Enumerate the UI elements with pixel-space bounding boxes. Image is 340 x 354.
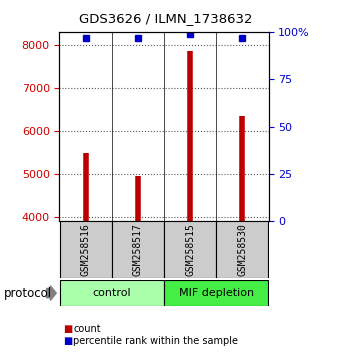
Bar	[59, 221, 112, 278]
Text: GDS3626 / ILMN_1738632: GDS3626 / ILMN_1738632	[79, 12, 252, 25]
Bar	[164, 280, 269, 306]
Text: control: control	[92, 288, 131, 298]
Text: GSM258516: GSM258516	[81, 223, 91, 276]
Text: protocol: protocol	[3, 287, 52, 299]
Bar	[164, 221, 216, 278]
Bar	[112, 221, 164, 278]
Text: percentile rank within the sample: percentile rank within the sample	[73, 336, 238, 346]
Text: ■: ■	[63, 324, 72, 333]
Bar	[217, 221, 269, 278]
Text: MIF depletion: MIF depletion	[179, 288, 254, 298]
Text: GSM258517: GSM258517	[133, 223, 143, 276]
Text: GSM258530: GSM258530	[237, 223, 248, 276]
FancyArrow shape	[47, 286, 56, 300]
Text: GSM258515: GSM258515	[185, 223, 195, 276]
Text: count: count	[73, 324, 101, 333]
Bar	[59, 280, 164, 306]
Text: ■: ■	[63, 336, 72, 346]
